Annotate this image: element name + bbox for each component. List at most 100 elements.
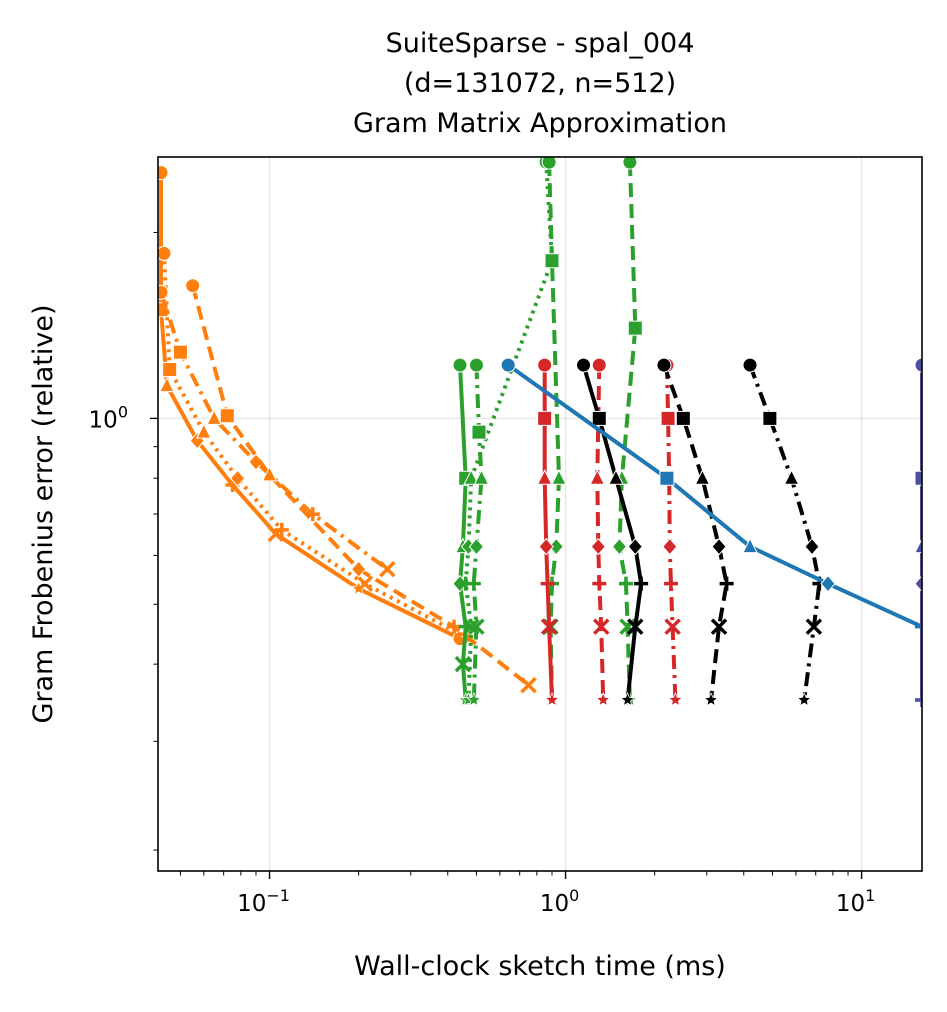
series-6-point-0 [468, 357, 484, 373]
series-14-point-1 [762, 410, 778, 426]
series-1-point-2 [196, 423, 212, 439]
series-15-point-2 [742, 537, 758, 554]
series-0 [158, 165, 468, 647]
series-15-point-0 [500, 357, 516, 373]
series-3-point-5 [520, 676, 537, 694]
series-10-point-0 [591, 357, 607, 373]
series-16-point-1 [914, 470, 922, 486]
series-13-point-1 [675, 410, 691, 426]
series-2-point-5 [379, 560, 396, 578]
series-11-point-1 [660, 410, 676, 426]
series-5-point-2 [463, 469, 480, 485]
series-12-point-4 [634, 576, 649, 591]
series-13-point-4 [719, 576, 734, 591]
series-9-point-6 [544, 691, 560, 707]
series-2-point-2 [206, 409, 222, 425]
series-13-point-5 [710, 618, 728, 635]
series-9-point-4 [540, 576, 555, 591]
series-16 [914, 357, 922, 707]
y-axis-label: Gram Frobenius error (relative) [28, 304, 59, 723]
series-16-point-0 [914, 357, 922, 373]
chart-title-line-1: SuiteSparse - spal_004 [386, 28, 695, 59]
x-axis-label: Wall-clock sketch time (ms) [354, 951, 726, 982]
series-9-point-5 [540, 618, 558, 635]
series-16-point-4 [915, 692, 922, 707]
series-0-point-2 [159, 376, 175, 393]
series-11-point-4 [663, 576, 678, 591]
series-11-point-6 [667, 691, 684, 707]
series-14-line [748, 364, 822, 701]
series-13-point-2 [694, 469, 711, 485]
series-3-point-2 [261, 465, 278, 482]
series-11-point-3 [662, 537, 678, 556]
series-4-line [458, 364, 468, 701]
series-4-point-0 [452, 357, 468, 373]
series-12-point-5 [627, 618, 644, 635]
series-10-point-5 [593, 618, 610, 635]
series-2-point-1 [172, 344, 188, 360]
series-3-point-4 [447, 619, 462, 634]
series-14-point-6 [796, 691, 812, 707]
series-14-point-2 [783, 469, 800, 485]
series-1-point-5 [356, 575, 374, 592]
series-15-point-4 [915, 619, 922, 634]
series-10-point-2 [589, 469, 606, 485]
series-9-point-1 [537, 410, 553, 426]
axis-ticks: 10−1 100 101 100 [89, 231, 875, 917]
series-7-point-3 [548, 537, 564, 556]
series-14-point-5 [805, 618, 823, 635]
chart-title-line-2: (d=131072, n=512) [404, 68, 676, 99]
series-7-point-1 [544, 253, 560, 269]
series-10-point-3 [590, 537, 606, 556]
series-15-point-3 [820, 574, 836, 593]
series-14 [742, 357, 827, 707]
series-13-point-6 [703, 691, 719, 707]
series-1-point-3 [229, 469, 246, 488]
chart-title-line-3: Gram Matrix Approximation [353, 108, 727, 139]
series-12-point-3 [627, 537, 643, 556]
series-8-point-0 [622, 157, 638, 170]
series-14-point-0 [742, 357, 758, 373]
series-6-point-4 [466, 576, 481, 591]
x-tick-label-0: 10−1 [237, 886, 290, 917]
series-7-point-2 [551, 469, 567, 485]
series-10 [589, 357, 611, 707]
series-1-line [162, 253, 470, 641]
series-2-line [159, 291, 389, 571]
series-11-point-5 [664, 618, 681, 635]
chart-title: SuiteSparse - spal_004 (d=131072, n=512)… [353, 28, 727, 139]
series-13 [656, 357, 734, 707]
series-10-point-4 [592, 576, 607, 591]
series-8-point-3 [611, 537, 628, 556]
series-16-point-2 [914, 537, 922, 554]
plot-area [158, 157, 922, 707]
series-10-point-6 [595, 691, 611, 707]
series-12-point-0 [576, 357, 592, 373]
series-6 [466, 357, 490, 707]
series-4-point-5 [454, 655, 472, 673]
series-6-point-3 [468, 537, 485, 556]
series-9-point-2 [536, 469, 553, 485]
series-2-point-0 [158, 284, 169, 300]
series-2 [158, 284, 396, 578]
plot-frame [157, 156, 923, 872]
series-0-point-0 [158, 165, 169, 181]
series-3-point-1 [219, 408, 235, 424]
series-6-point-5 [468, 618, 485, 635]
series-6-point-1 [471, 424, 487, 440]
series-13-point-3 [711, 537, 727, 556]
series-6-point-6 [466, 691, 482, 707]
series-3-point-3 [350, 560, 367, 578]
y-tick-label-0: 100 [89, 402, 128, 433]
series-15 [500, 357, 922, 634]
series-12 [576, 357, 649, 707]
series-15-line [507, 363, 922, 629]
series-15-point-1 [659, 470, 675, 486]
series-12-point-6 [619, 691, 636, 707]
series-14-point-3 [804, 537, 820, 556]
grid [158, 157, 922, 871]
series-6-point-2 [473, 469, 490, 485]
series-1 [158, 245, 477, 646]
